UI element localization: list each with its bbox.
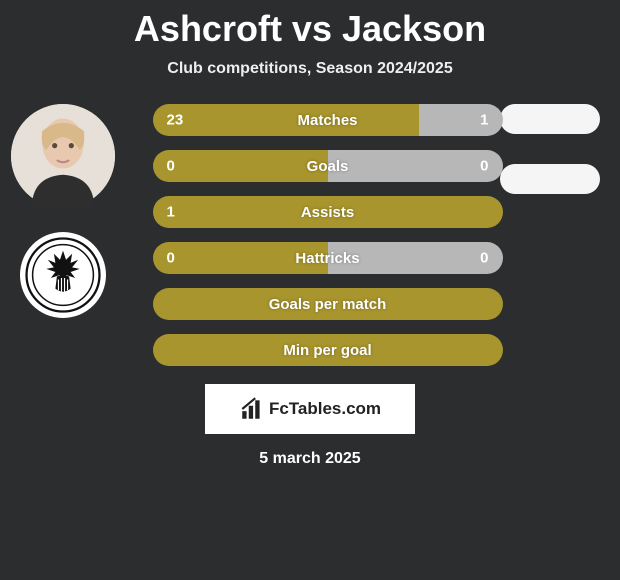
page-subtitle: Club competitions, Season 2024/2025 [0, 60, 620, 78]
stat-value-left: 1 [167, 204, 175, 221]
fctables-text: FcTables.com [269, 399, 381, 419]
stat-value-right: 0 [480, 250, 488, 267]
stat-bar: Goals per match [153, 288, 503, 320]
bar-chart-icon [239, 396, 265, 422]
stat-bar: 23 1 Matches [153, 104, 503, 136]
left-column [8, 104, 118, 318]
stat-label: Min per goal [283, 342, 371, 359]
stat-bar: 0 0 Hattricks [153, 242, 503, 274]
stat-bar: 1 Assists [153, 196, 503, 228]
stat-value-left: 23 [167, 112, 184, 129]
page-title: Ashcroft vs Jackson [0, 8, 620, 50]
stat-value-right: 0 [480, 158, 488, 175]
right-column [490, 104, 610, 194]
stat-value-left: 0 [167, 158, 175, 175]
date-text: 5 march 2025 [0, 450, 620, 468]
fctables-badge[interactable]: FcTables.com [205, 384, 415, 434]
bar-segment-right [328, 150, 503, 182]
player-avatar-left [11, 104, 115, 208]
page: Ashcroft vs Jackson Club competitions, S… [0, 0, 620, 580]
stat-bar: 0 0 Goals [153, 150, 503, 182]
stat-value-right: 1 [480, 112, 488, 129]
bar-segment-right [419, 104, 503, 136]
stat-label: Matches [297, 112, 357, 129]
stat-label: Hattricks [295, 250, 359, 267]
player-pill-right-1 [500, 104, 600, 134]
bar-segment-left [153, 150, 328, 182]
stat-label: Goals per match [269, 296, 387, 313]
stat-label: Assists [301, 204, 354, 221]
stat-label: Goals [307, 158, 349, 175]
stat-value-left: 0 [167, 250, 175, 267]
avatar-placeholder-icon [11, 104, 115, 208]
bar-segment-left [153, 104, 419, 136]
stat-bar: Min per goal [153, 334, 503, 366]
stat-bars: 23 1 Matches 0 0 Goals 1 Assists 0 0 Hattricks Goal… [153, 104, 503, 366]
thistle-badge-icon [25, 237, 101, 313]
club-badge-left [20, 232, 106, 318]
content-area: 23 1 Matches 0 0 Goals 1 Assists 0 0 Hattricks Goal… [0, 104, 620, 366]
player-pill-right-2 [500, 164, 600, 194]
